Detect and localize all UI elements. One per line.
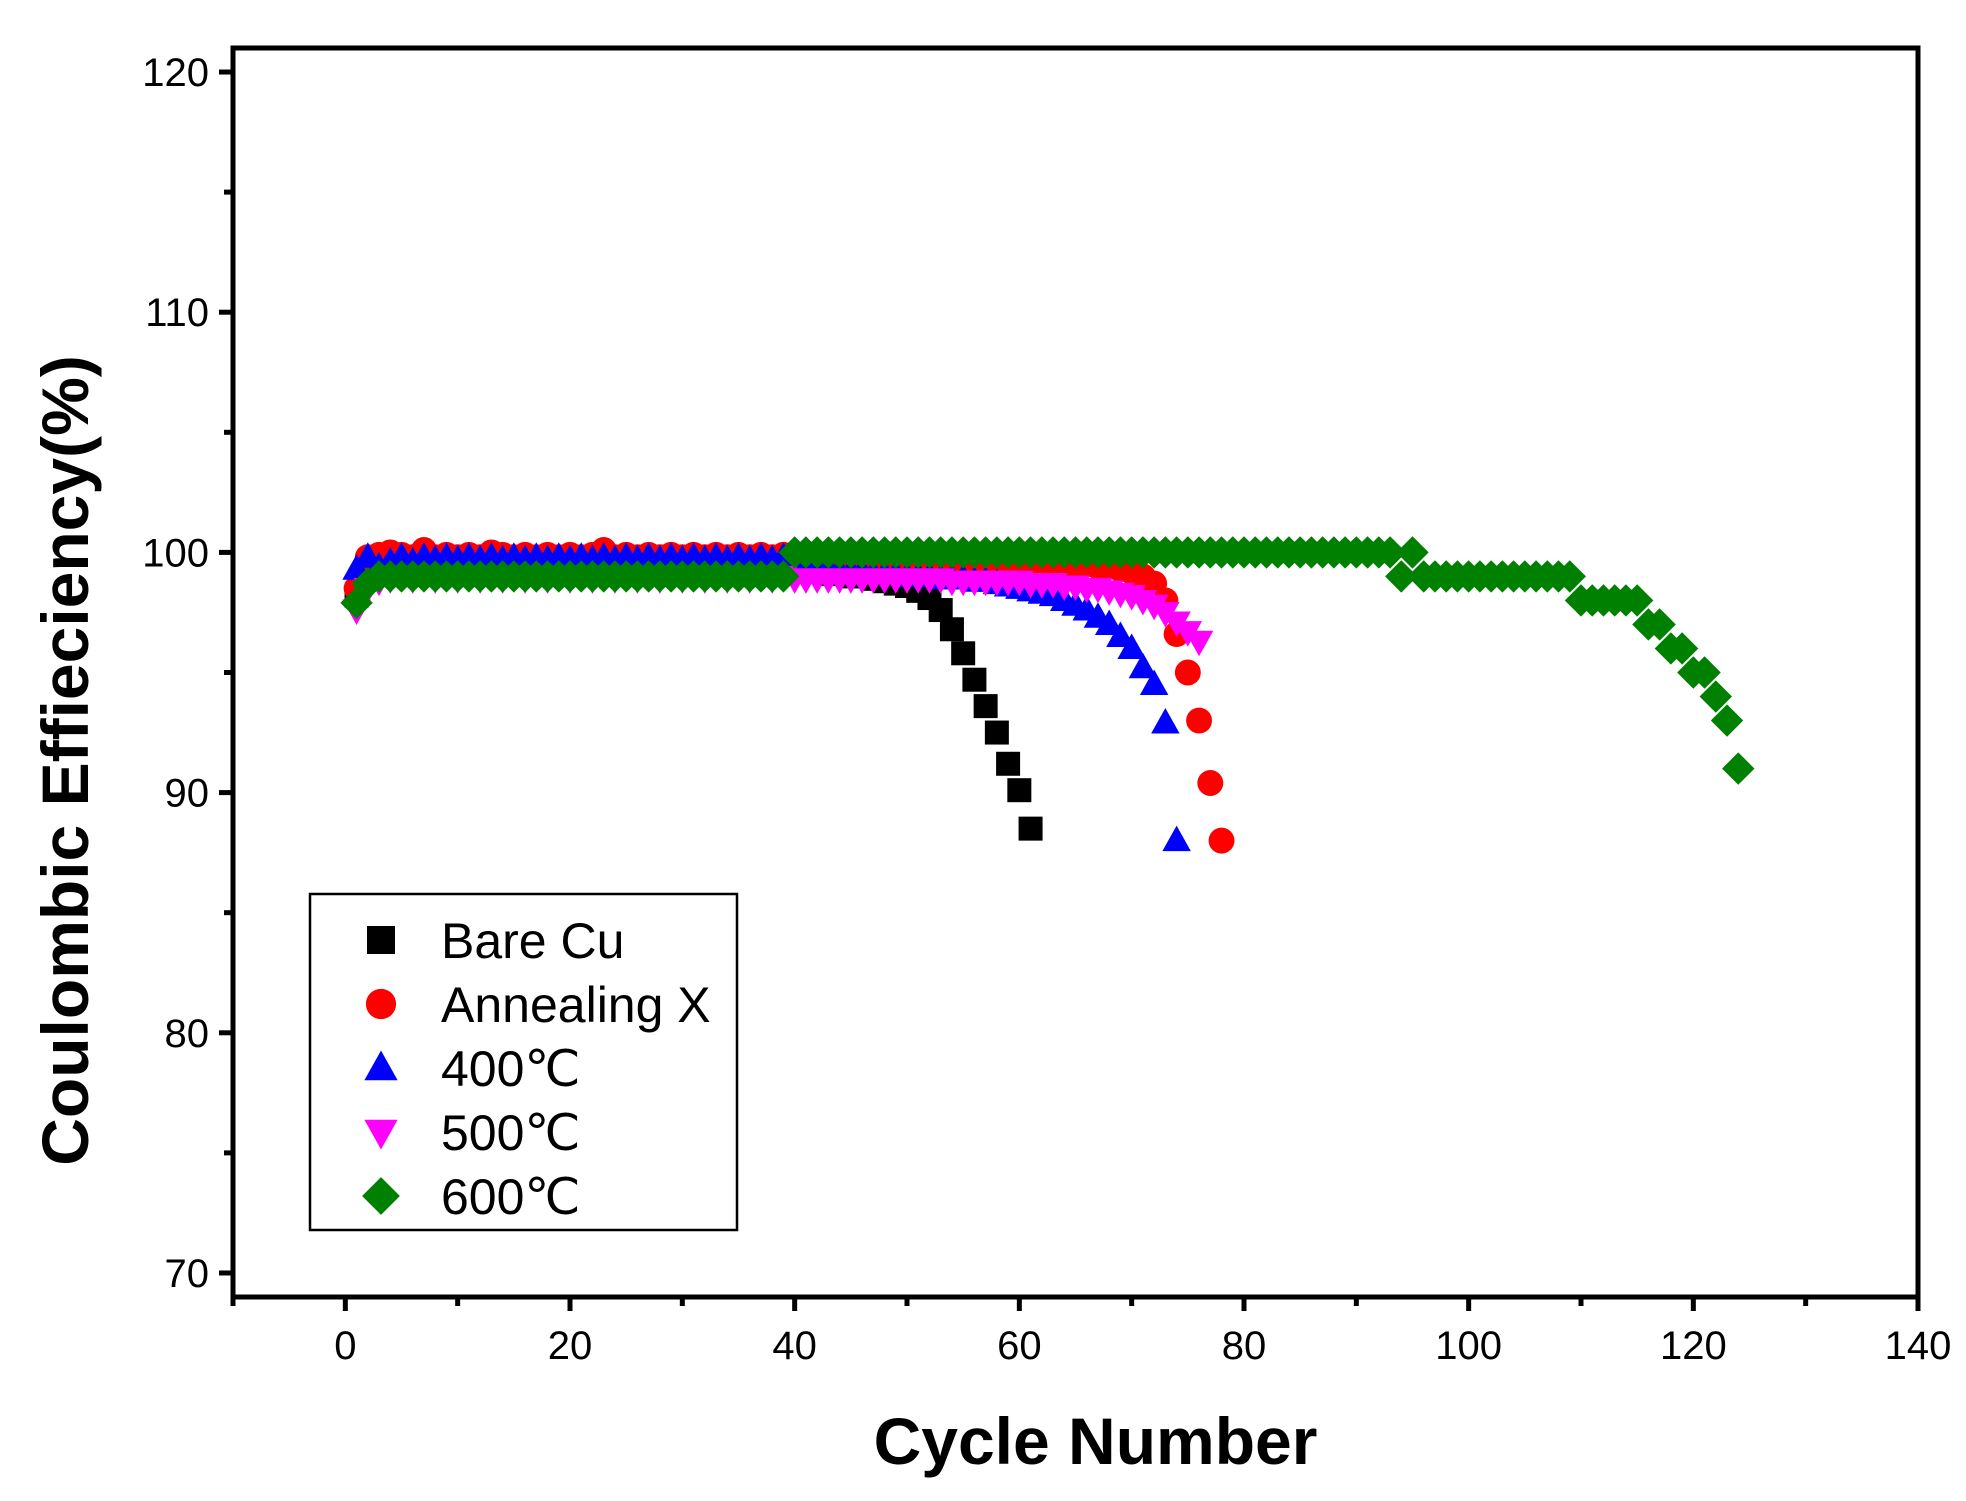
data-point — [1699, 680, 1732, 713]
data-point — [1373, 536, 1407, 569]
legend-entry: Bare Cu — [367, 913, 624, 969]
data-point — [1128, 652, 1158, 679]
data-point — [1208, 827, 1235, 854]
data-point — [1688, 656, 1721, 689]
x-tick-label: 120 — [1660, 1324, 1727, 1368]
legend-marker — [364, 1119, 398, 1150]
data-point — [1094, 609, 1124, 635]
data-point — [1007, 778, 1032, 803]
data-point — [351, 567, 384, 600]
data-point — [1665, 632, 1699, 665]
data-point — [1385, 560, 1418, 593]
y-tick-label: 110 — [145, 291, 209, 335]
data-point — [1396, 536, 1429, 569]
y-tick-label: 90 — [165, 772, 210, 816]
y-tick-label: 80 — [165, 1012, 210, 1056]
data-point — [1722, 752, 1755, 785]
data-point — [996, 751, 1021, 776]
y-tick-label: 100 — [142, 531, 209, 575]
legend-marker — [362, 1177, 400, 1215]
x-tick-label: 0 — [334, 1324, 356, 1368]
legend-entry: Annealing X — [365, 977, 711, 1033]
data-point — [1620, 584, 1654, 617]
ticks-layer: 0 20 40 60 80 100 120 140 70 80 90 100 110 120 — [142, 51, 1951, 1368]
legend-marker — [364, 1050, 398, 1081]
data-point — [962, 667, 987, 692]
data-point — [1184, 630, 1214, 657]
legend-label: 600℃ — [441, 1169, 581, 1225]
series-layer — [340, 536, 1755, 854]
data-point — [1018, 816, 1043, 841]
x-tick-label: 140 — [1885, 1324, 1952, 1368]
x-tick-label: 60 — [997, 1324, 1042, 1368]
data-point — [1186, 707, 1213, 734]
legend: Bare Cu Annealing X 400℃ 500℃ 600℃ — [308, 892, 739, 1232]
data-point — [1151, 707, 1180, 734]
data-point — [1643, 608, 1676, 641]
legend-entry: 500℃ — [364, 1105, 581, 1161]
data-point — [1197, 770, 1224, 796]
y-tick-label: 70 — [165, 1252, 210, 1296]
legend-marker — [365, 988, 397, 1020]
data-point — [1174, 659, 1201, 686]
data-point — [1162, 825, 1191, 852]
legend-label: 500℃ — [441, 1105, 581, 1161]
data-point — [951, 641, 976, 666]
data-point — [939, 617, 964, 642]
y-tick-label: 120 — [142, 51, 209, 95]
data-point — [1139, 669, 1169, 696]
x-tick-label: 20 — [548, 1324, 593, 1368]
legend-entry: 600℃ — [362, 1169, 581, 1225]
x-tick-label: 80 — [1222, 1324, 1267, 1368]
x-tick-label: 40 — [772, 1324, 817, 1368]
data-point — [984, 720, 1009, 745]
legend-label: 400℃ — [441, 1041, 581, 1097]
legend-label: Annealing X — [441, 977, 711, 1033]
data-point — [1117, 633, 1146, 659]
data-point — [767, 560, 800, 593]
data-point — [1553, 560, 1586, 593]
legend-label: Bare Cu — [441, 913, 624, 969]
data-point — [973, 694, 998, 719]
x-axis-title: Cycle Number — [874, 1404, 1318, 1478]
legend-marker — [367, 926, 395, 954]
data-point — [1139, 594, 1169, 621]
x-tick-label: 100 — [1435, 1324, 1502, 1368]
data-point — [1710, 704, 1744, 737]
data-point — [1106, 621, 1135, 647]
y-axis-title: Coulombic Effieciency(%) — [28, 355, 102, 1165]
legend-entry: 400℃ — [364, 1041, 581, 1097]
series-600- — [340, 536, 1755, 785]
